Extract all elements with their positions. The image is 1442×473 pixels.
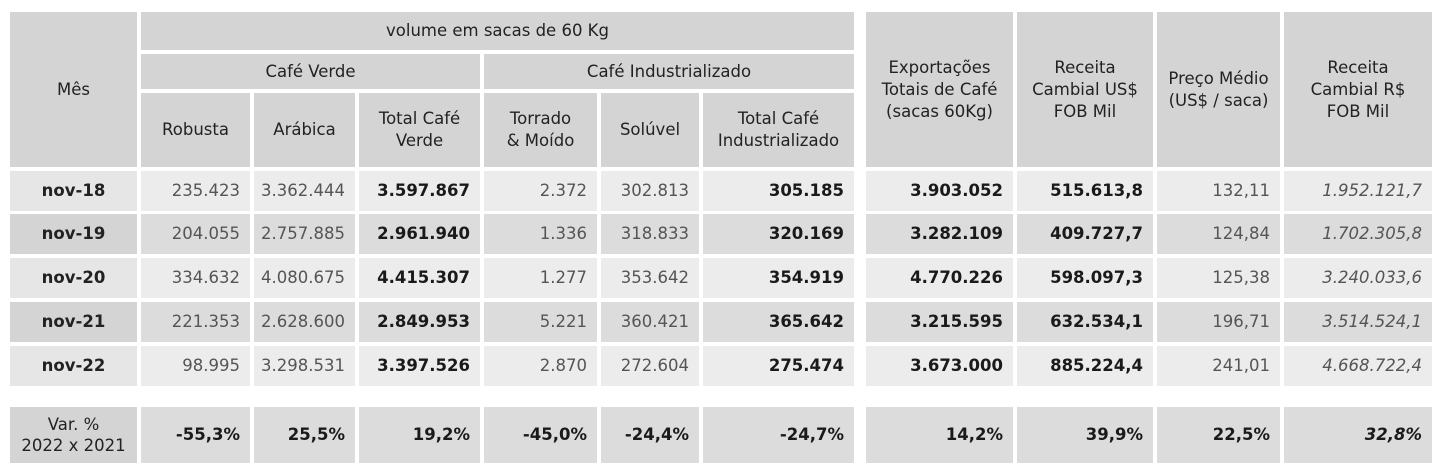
cell-total-industrial: 354.919 <box>703 258 854 298</box>
header-revenue-brl-label: Receita Cambial R$ FOB Mil <box>1310 57 1406 121</box>
cell-soluble: 360.421 <box>601 302 699 342</box>
header-total-exports: Exportações Totais de Café (sacas 60Kg) <box>866 12 1013 167</box>
cell-total-exports: 3.282.109 <box>866 214 1013 254</box>
cell-avg-price: 132,11 <box>1157 171 1280 211</box>
cell-roasted-ground: 5.221 <box>484 302 597 342</box>
cell-arabica: 3.298.531 <box>254 346 355 386</box>
cell-soluble: 353.642 <box>601 258 699 298</box>
header-volume-group: volume em sacas de 60 Kg <box>141 12 854 50</box>
row-month: nov-22 <box>10 346 137 386</box>
cell-total-exports: 3.673.000 <box>866 346 1013 386</box>
cell-roasted-ground: 1.277 <box>484 258 597 298</box>
variation-cell-revenue-brl: 32,8% <box>1284 407 1432 463</box>
cell-revenue-usd: 885.224,4 <box>1017 346 1153 386</box>
header-month-label: Mês <box>57 79 90 99</box>
cell-soluble: 302.813 <box>601 171 699 211</box>
variation-cell-roasted-ground: -45,0% <box>484 407 597 463</box>
cell-revenue-brl: 3.514.524,1 <box>1284 302 1432 342</box>
cell-avg-price: 124,84 <box>1157 214 1280 254</box>
header-revenue-usd-label: Receita Cambial US$ FOB Mil <box>1032 57 1138 121</box>
header-total-green: Total Café Verde <box>359 93 480 167</box>
header-total-industrial: Total Café Industrializado <box>703 93 854 167</box>
cell-revenue-brl: 4.668.722,4 <box>1284 346 1432 386</box>
header-industrial-coffee: Café Industrializado <box>484 54 854 89</box>
cell-revenue-usd: 598.097,3 <box>1017 258 1153 298</box>
header-total-exports-label: Exportações Totais de Café (sacas 60Kg) <box>881 57 998 121</box>
variation-cell-robusta: -55,3% <box>141 407 250 463</box>
cell-total-industrial: 365.642 <box>703 302 854 342</box>
header-roasted-label: Torrado & Moído <box>506 109 575 150</box>
cell-arabica: 2.757.885 <box>254 214 355 254</box>
header-total-industrial-label: Total Café Industrializado <box>717 109 840 150</box>
header-total-green-label: Total Café Verde <box>378 109 461 150</box>
cell-total-industrial: 305.185 <box>703 171 854 211</box>
cell-roasted-ground: 1.336 <box>484 214 597 254</box>
variation-cell-avg-price: 22,5% <box>1157 407 1280 463</box>
cell-robusta: 235.423 <box>141 171 250 211</box>
cell-arabica: 2.628.600 <box>254 302 355 342</box>
header-revenue-usd: Receita Cambial US$ FOB Mil <box>1017 12 1153 167</box>
cell-revenue-usd: 409.727,7 <box>1017 214 1153 254</box>
cell-revenue-usd: 515.613,8 <box>1017 171 1153 211</box>
cell-roasted-ground: 2.372 <box>484 171 597 211</box>
cell-arabica: 4.080.675 <box>254 258 355 298</box>
header-green-coffee: Café Verde <box>141 54 480 89</box>
cell-revenue-usd: 632.534,1 <box>1017 302 1153 342</box>
header-arabica: Arábica <box>254 93 355 167</box>
cell-total-green: 2.849.953 <box>359 302 480 342</box>
header-month: Mês <box>10 12 137 167</box>
cell-total-industrial: 275.474 <box>703 346 854 386</box>
variation-label: Var. % 2022 x 2021 <box>10 407 137 463</box>
header-robusta-label: Robusta <box>162 120 229 139</box>
variation-label-line1: Var. % <box>47 415 100 434</box>
cell-total-green: 4.415.307 <box>359 258 480 298</box>
cell-revenue-brl: 1.952.121,7 <box>1284 171 1432 211</box>
row-month: nov-18 <box>10 171 137 211</box>
header-volume-label: volume em sacas de 60 Kg <box>386 21 609 40</box>
cell-roasted-ground: 2.870 <box>484 346 597 386</box>
cell-total-green: 3.397.526 <box>359 346 480 386</box>
header-arabica-label: Arábica <box>273 120 336 139</box>
cell-robusta: 221.353 <box>141 302 250 342</box>
variation-cell-total-industrial: -24,7% <box>703 407 854 463</box>
cell-robusta: 334.632 <box>141 258 250 298</box>
cell-total-exports: 4.770.226 <box>866 258 1013 298</box>
cell-total-exports: 3.903.052 <box>866 171 1013 211</box>
variation-cell-total-green: 19,2% <box>359 407 480 463</box>
cell-avg-price: 241,01 <box>1157 346 1280 386</box>
cell-avg-price: 125,38 <box>1157 258 1280 298</box>
cell-soluble: 318.833 <box>601 214 699 254</box>
cell-avg-price: 196,71 <box>1157 302 1280 342</box>
cell-total-green: 3.597.867 <box>359 171 480 211</box>
cell-total-industrial: 320.169 <box>703 214 854 254</box>
cell-total-exports: 3.215.595 <box>866 302 1013 342</box>
header-robusta: Robusta <box>141 93 250 167</box>
header-green-label: Café Verde <box>265 61 356 81</box>
header-soluble: Solúvel <box>601 93 699 167</box>
cell-revenue-brl: 3.240.033,6 <box>1284 258 1432 298</box>
header-roasted-ground: Torrado & Moído <box>484 93 597 167</box>
header-avg-price-label: Preço Médio (US$ / saca) <box>1168 68 1269 110</box>
header-avg-price: Preço Médio (US$ / saca) <box>1157 12 1280 167</box>
cell-robusta: 98.995 <box>141 346 250 386</box>
variation-cell-total-exports: 14,2% <box>866 407 1013 463</box>
cell-robusta: 204.055 <box>141 214 250 254</box>
row-month: nov-20 <box>10 258 137 298</box>
variation-label-line2: 2022 x 2021 <box>21 436 126 455</box>
header-revenue-brl: Receita Cambial R$ FOB Mil <box>1284 12 1432 167</box>
cell-soluble: 272.604 <box>601 346 699 386</box>
variation-cell-revenue-usd: 39,9% <box>1017 407 1153 463</box>
header-soluble-label: Solúvel <box>619 120 681 139</box>
variation-cell-soluble: -24,4% <box>601 407 699 463</box>
header-industrial-label: Café Industrializado <box>586 61 752 81</box>
variation-cell-arabica: 25,5% <box>254 407 355 463</box>
cell-total-green: 2.961.940 <box>359 214 480 254</box>
cell-arabica: 3.362.444 <box>254 171 355 211</box>
row-month: nov-21 <box>10 302 137 342</box>
cell-revenue-brl: 1.702.305,8 <box>1284 214 1432 254</box>
row-month: nov-19 <box>10 214 137 254</box>
